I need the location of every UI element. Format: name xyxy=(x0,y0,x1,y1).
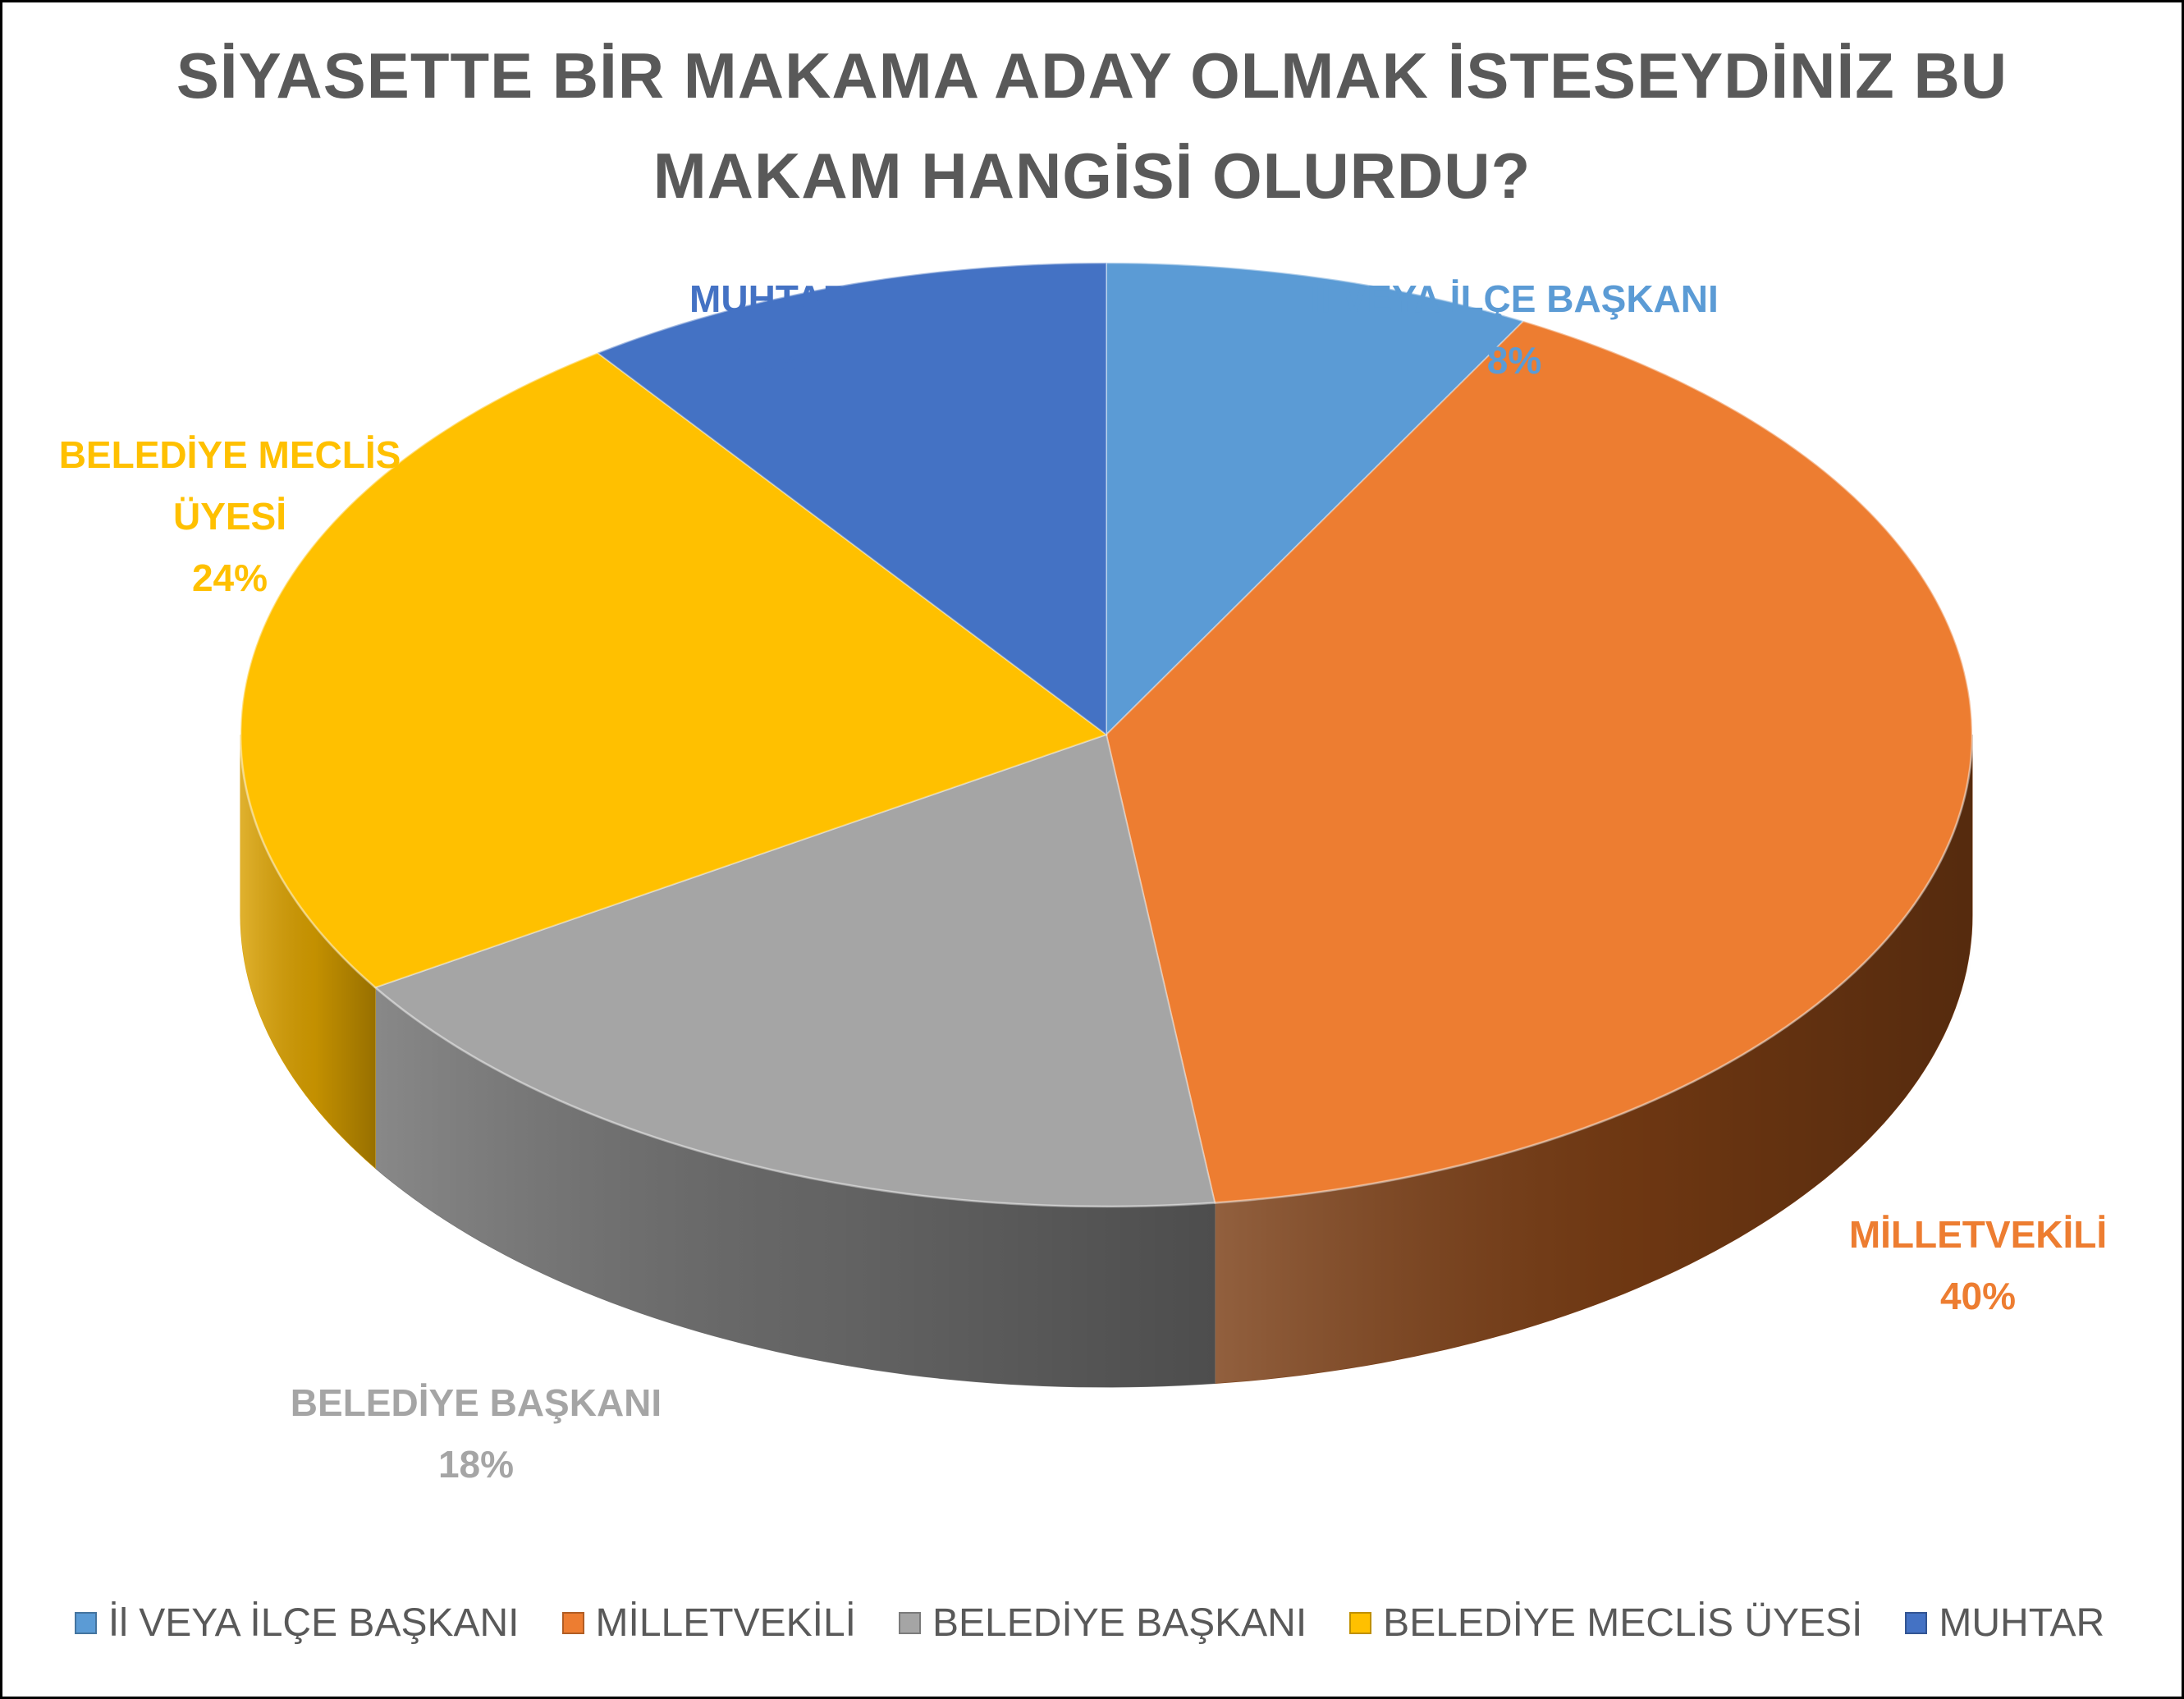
legend-label-il-ilce-baskani: İl VEYA İLÇE BAŞKANI xyxy=(108,1601,520,1645)
legend-item-muhtar: MUHTAR xyxy=(1905,1601,2104,1646)
pie-slice-milletvekili xyxy=(1105,319,1974,1204)
pie-slice-muhtar xyxy=(595,261,1107,737)
data-label-belediye-meclis-uyesi: BELEDİYE MECLİS ÜYESİ 24% xyxy=(59,433,401,599)
data-label-value-il-ilce-baskani: 8% xyxy=(1487,339,1541,382)
data-label-name-belediye-baskani: BELEDİYE BAŞKANI xyxy=(291,1381,662,1424)
pie-slice-il-ilce-baskani xyxy=(1106,261,1526,737)
data-label-value-milletvekili: 40% xyxy=(1940,1275,2016,1317)
pie-side-shade-belediye-meclis-uyesi xyxy=(240,735,376,1169)
legend-item-il-ilce-baskani: İl VEYA İLÇE BAŞKANI xyxy=(74,1601,520,1646)
legend-swatch-belediye-baskani xyxy=(898,1612,921,1634)
data-label-name-il-ilce-baskani: İl VEYA İLÇE BAŞKANI xyxy=(1310,277,1719,320)
chart-legend: İl VEYA İLÇE BAŞKANI MİLLETVEKİLİ BELEDİ… xyxy=(0,1601,2179,1646)
data-label-name-belediye-meclis-uyesi: BELEDİYE MECLİS xyxy=(59,433,401,476)
pie-side-shade-belediye-baskani xyxy=(375,987,1216,1387)
legend-swatch-belediye-meclis-uyesi xyxy=(1349,1612,1372,1634)
data-label-value-belediye-meclis-uyesi: 24% xyxy=(192,556,268,599)
data-label-belediye-baskani: BELEDİYE BAŞKANI 18% xyxy=(291,1381,662,1486)
chart-title-line-1: SİYASETTE BİR MAKAMA ADAY OLMAK İSTESEYD… xyxy=(176,39,2008,112)
data-label-value-muhtar: 10% xyxy=(732,339,808,382)
pie-rim xyxy=(239,261,1974,1208)
data-label-name-muhtar: MUHTAR xyxy=(689,277,850,320)
pie-slice-belediye-baskani xyxy=(373,733,1216,1208)
legend-label-milletvekili: MİLLETVEKİLİ xyxy=(595,1601,856,1645)
legend-swatch-il-ilce-baskani xyxy=(74,1612,97,1634)
legend-label-belediye-meclis-uyesi: BELEDİYE MECLİS ÜYESİ xyxy=(1383,1601,1863,1645)
data-label-value-belediye-baskani: 18% xyxy=(438,1443,514,1486)
pie-slice-belediye-meclis-uyesi xyxy=(240,351,1109,989)
data-label-name-milletvekili: MİLLETVEKİLİ xyxy=(1849,1213,2107,1256)
legend-label-belediye-baskani: BELEDİYE BAŞKANI xyxy=(932,1601,1307,1645)
data-label-muhtar: MUHTAR 10% xyxy=(689,277,850,382)
data-label-name-belediye-meclis-uyesi: ÜYESİ xyxy=(173,495,286,538)
data-label-milletvekili: MİLLETVEKİLİ 40% xyxy=(1849,1213,2107,1317)
legend-swatch-muhtar xyxy=(1905,1612,1928,1634)
chart-title: SİYASETTE BİR MAKAMA ADAY OLMAK İSTESEYD… xyxy=(2,25,2182,226)
legend-item-belediye-baskani: BELEDİYE BAŞKANI xyxy=(898,1601,1307,1646)
legend-item-milletvekili: MİLLETVEKİLİ xyxy=(561,1601,856,1646)
chart-title-line-2: MAKAM HANGİSİ OLURDU? xyxy=(652,140,1532,212)
legend-swatch-milletvekili xyxy=(561,1612,584,1634)
legend-item-belediye-meclis-uyesi: BELEDİYE MECLİS ÜYESİ xyxy=(1349,1601,1862,1646)
data-label-il-ilce-baskani: İl VEYA İLÇE BAŞKANI 8% xyxy=(1310,277,1719,382)
pie-side-shade-milletvekili xyxy=(1215,735,1972,1384)
legend-label-muhtar: MUHTAR xyxy=(1939,1601,2105,1645)
